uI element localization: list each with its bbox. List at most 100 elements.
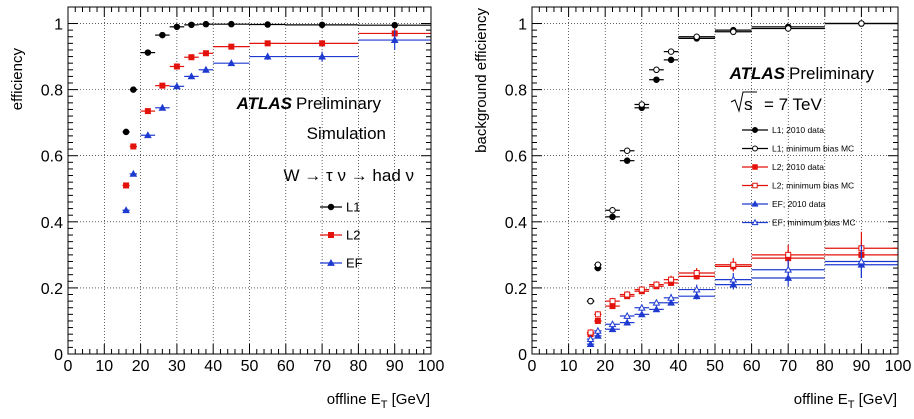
plot-frame: [531, 6, 899, 355]
data-point: [858, 20, 865, 27]
legend-marker: [751, 218, 759, 226]
grid: [532, 7, 898, 354]
data-point: [144, 108, 151, 115]
y-tick-label: 0.8: [41, 83, 63, 100]
x-tick-label: 30: [168, 358, 186, 375]
data-point: [227, 59, 236, 67]
x-tick-label: 0: [528, 358, 537, 375]
data-point: [652, 305, 661, 313]
legend: L1 L2 EF: [320, 200, 363, 271]
y-tick-label: 0.2: [505, 281, 527, 298]
x-axis-label: offline ET [GeV]: [794, 391, 897, 411]
x-tick-label: 20: [132, 358, 150, 375]
legend-label: EF; minimum bias MC: [772, 218, 856, 228]
data-point: [130, 143, 137, 150]
data-point: [130, 86, 137, 93]
x-tick-label: 40: [670, 358, 688, 375]
series-l1: [122, 20, 431, 136]
data-point: [586, 335, 595, 343]
panel-background-efficiency: 0 10 20 30 40 50 60 70 80 90 100 0 0.2 0.4 0.6 0.8 1 bac…: [473, 6, 912, 411]
data-point: [623, 318, 632, 326]
data-point: [623, 147, 631, 155]
data-point: [586, 340, 595, 347]
x-axis-label-unit: [GeV]: [854, 391, 897, 408]
legend-marker: [328, 232, 334, 238]
data-point: [637, 303, 646, 311]
data-point: [263, 52, 272, 60]
data-point: [729, 275, 738, 283]
data-point: [173, 63, 180, 70]
legend-marker: [752, 145, 758, 152]
data-point: [784, 265, 793, 273]
data-point: [159, 31, 166, 39]
data-point: [609, 213, 616, 221]
data-point: [692, 285, 701, 293]
x-tick-label: 100: [418, 358, 445, 375]
data-point: [784, 25, 792, 32]
data-point: [857, 257, 866, 265]
atlas-label: ATLAS: [236, 94, 293, 113]
data-point: [623, 157, 631, 164]
x-tick-label: 90: [853, 358, 871, 375]
legend-label: L2; 2010 data: [772, 162, 824, 172]
data-point: [594, 311, 601, 318]
legend-label: L1: [346, 200, 360, 215]
legend-marker: [327, 258, 335, 266]
sqrt-symbol: [730, 91, 757, 113]
y-tick-label: 0: [518, 347, 527, 364]
data-point: [785, 251, 792, 258]
data-point: [173, 82, 181, 90]
data-point: [594, 331, 602, 339]
energy-label: = 7 TeV: [764, 95, 822, 114]
x-tick-label: 60: [277, 358, 295, 375]
tick-labels: 0 10 20 30 40 50 60 70 80 90 100 0 0.2 0.4 0.6 0.8 1: [41, 17, 445, 375]
data-point: [637, 310, 646, 318]
data-point: [653, 281, 660, 288]
x-tick-label: 40: [204, 358, 222, 375]
y-tick-label: 0: [54, 347, 63, 364]
y-tick-label: 0.4: [41, 215, 63, 232]
data-point: [264, 40, 271, 47]
legend-label: L2: [346, 228, 360, 243]
data-point: [594, 261, 602, 269]
data-point: [609, 206, 616, 214]
legend-marker: [752, 182, 758, 189]
energy-prefix-s: s: [744, 95, 753, 114]
x-axis-label-main: offline E: [794, 391, 848, 408]
y-tick-label: 0.8: [505, 83, 527, 100]
x-tick-label: 30: [633, 358, 651, 375]
x-axis-label-sub: T: [848, 399, 855, 411]
data-point: [188, 21, 195, 29]
y-tick-label: 1: [54, 17, 63, 34]
legend: L1; 2010 data L1; minimum bias MC L2; 2010…: [742, 125, 856, 228]
x-tick-label: 10: [560, 358, 578, 375]
data-point: [319, 40, 326, 47]
data-point: [202, 50, 209, 57]
legend-marker: [751, 200, 759, 207]
x-axis-label: offline ET [GeV]: [327, 391, 430, 411]
axis-ticks: [67, 7, 432, 355]
data-point: [228, 20, 235, 28]
tick-labels: 0 10 20 30 40 50 60 70 80 90 100 0 0.2 0.4 0.6 0.8 1: [505, 17, 912, 375]
data-point: [122, 206, 130, 214]
legend-label: L1; 2010 data: [772, 125, 824, 135]
data-point: [144, 49, 152, 56]
x-tick-label: 20: [596, 358, 614, 375]
data-point: [587, 297, 594, 305]
data-point: [653, 66, 660, 74]
panel-signal-efficiency: 0 10 20 30 40 50 60 70 80 90 100 0 0.2 0.4 0.6 0.8 1 eff…: [9, 6, 445, 411]
data-point: [173, 23, 181, 31]
data-point: [667, 298, 675, 306]
y-tick-label: 0.4: [505, 215, 527, 232]
x-tick-label: 80: [816, 358, 834, 375]
legend-marker: [327, 203, 335, 211]
data-point: [264, 21, 271, 28]
x-tick-label: 100: [885, 358, 912, 375]
series-ef: [122, 30, 431, 214]
data-point: [730, 28, 737, 36]
data-point: [594, 326, 602, 334]
data-point: [668, 276, 675, 283]
y-tick-label: 1: [518, 17, 527, 34]
data-marks: [122, 20, 431, 214]
